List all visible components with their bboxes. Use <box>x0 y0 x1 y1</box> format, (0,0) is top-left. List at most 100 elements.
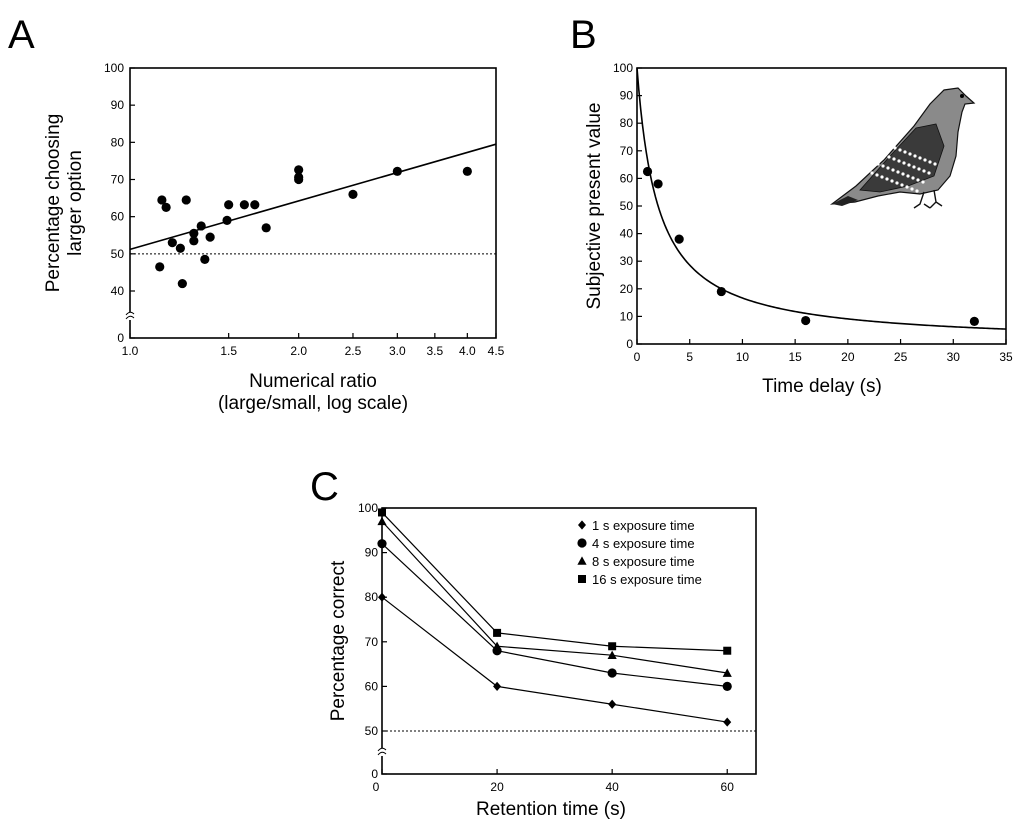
x-tick-label: 35 <box>999 350 1013 364</box>
data-point <box>462 166 472 176</box>
pigeon-wing-spot <box>895 181 899 185</box>
data-point <box>392 166 402 176</box>
data-point <box>181 195 191 205</box>
pigeon-wing-spot <box>892 157 896 161</box>
data-point <box>608 699 617 709</box>
pigeon-wing-spot <box>910 187 914 191</box>
pigeon-wing-spot <box>870 171 874 175</box>
data-point <box>653 179 663 189</box>
pigeon-wing-spot <box>917 167 921 171</box>
axis-break-mark <box>377 751 387 756</box>
pigeon-wing-spot <box>916 178 920 182</box>
series-line <box>381 543 728 687</box>
pigeon-wing-spot <box>905 185 909 189</box>
panel-a: A 0 40 50 60 70 80 90 100 1.0 1.5 2.0 2.5 3.0 3.5 4.0 4.… <box>8 13 505 414</box>
y-axis-label: Percentage correct <box>328 560 349 721</box>
data-point <box>608 642 617 651</box>
series-line <box>381 596 728 723</box>
data-point <box>157 195 167 205</box>
data-point <box>239 200 249 210</box>
x-tick-label: 15 <box>788 350 802 364</box>
data-point <box>723 646 732 655</box>
y-tick-label: 60 <box>111 210 125 224</box>
data-point <box>492 641 502 651</box>
pigeon-wing-spot <box>891 168 895 172</box>
data-point <box>177 278 187 289</box>
series-line <box>381 520 728 674</box>
legend-label: 8 s exposure time <box>592 554 695 569</box>
data-point <box>377 539 387 549</box>
y-tick-label: 50 <box>365 724 379 738</box>
data-point <box>348 189 358 199</box>
axis-break-mark <box>377 747 387 752</box>
y-tick-label: 80 <box>111 135 125 149</box>
x-tick-label: 40 <box>605 780 619 794</box>
pigeon-wing-spot <box>915 189 919 193</box>
y-tick-label: 80 <box>365 590 379 604</box>
y-tick-label: 90 <box>111 98 125 112</box>
data-point <box>378 508 386 517</box>
pigeon-wing-spot <box>887 155 891 159</box>
x-axis-label: (large/small, log scale) <box>218 393 408 414</box>
legend: 1 s exposure time 4 s exposure time 8 s ex… <box>577 518 702 587</box>
pigeon-wing-spot <box>906 174 910 178</box>
pigeon-wing-spot <box>927 171 931 175</box>
data-point <box>969 316 979 326</box>
pigeon-wing-spot <box>896 170 900 174</box>
x-tick-label: 1.0 <box>122 344 139 358</box>
data-point <box>493 681 502 691</box>
pigeon-wing-spot <box>913 154 917 158</box>
data-point <box>493 628 502 637</box>
pigeon-wing-spot <box>921 180 925 184</box>
panel-letter-b: B <box>570 13 597 57</box>
data-point <box>189 228 199 238</box>
y-tick-label: 90 <box>620 89 634 103</box>
plot-frame <box>381 507 757 775</box>
x-tick-label: 2.5 <box>345 344 362 358</box>
data-point <box>222 215 232 225</box>
x-tick-label: 20 <box>490 780 504 794</box>
pigeon-wing-spot <box>886 166 890 170</box>
pigeon-wing-spot <box>890 179 894 183</box>
legend-label: 4 s exposure time <box>592 536 695 551</box>
pigeon-wing-spot <box>922 169 926 173</box>
y-tick-label: 0 <box>626 337 633 351</box>
legend-marker <box>578 575 586 583</box>
x-tick-label: 10 <box>736 350 750 364</box>
y-tick-label: 70 <box>620 144 634 158</box>
y-tick-label: 40 <box>111 284 125 298</box>
data-point <box>722 681 732 692</box>
pigeon-illustration <box>829 87 976 209</box>
x-axis-label: Numerical ratio <box>249 371 377 392</box>
data-point <box>723 717 732 727</box>
axis-break-mark <box>125 315 135 320</box>
pigeon-wing-spot <box>918 156 922 160</box>
pigeon-tail <box>832 196 858 206</box>
y-tick-label: 50 <box>111 247 125 261</box>
pigeon-wing-spot <box>885 177 889 181</box>
x-tick-label: 3.0 <box>389 344 406 358</box>
pigeon-wing-spot <box>881 164 885 168</box>
data-point <box>205 232 215 242</box>
pigeon-wing-spot <box>880 175 884 179</box>
x-tick-label: 20 <box>841 350 855 364</box>
panel-b: B 0 10 20 30 40 50 60 70 80 90 100 0 5 10 15 20 25 30 35 Tim… <box>570 13 1013 397</box>
y-tick-label: 20 <box>620 282 634 296</box>
pigeon-eye <box>960 94 964 98</box>
x-tick-label: 25 <box>894 350 908 364</box>
pigeon-wing-spot <box>898 148 902 152</box>
data-point <box>175 243 185 253</box>
x-tick-label: 4.0 <box>459 344 476 358</box>
x-tick-label: 0 <box>373 780 380 794</box>
pigeon-wing-spot <box>928 160 932 164</box>
data-point <box>674 234 684 244</box>
x-tick-label: 0 <box>634 350 641 364</box>
series-line <box>381 512 728 652</box>
x-tick-label: 30 <box>947 350 961 364</box>
x-tick-label: 3.5 <box>427 344 444 358</box>
y-tick-label: 60 <box>620 171 634 185</box>
pigeon-wing-spot <box>888 144 892 148</box>
pigeon-wing-spot <box>902 161 906 165</box>
x-tick-label: 1.5 <box>220 344 237 358</box>
